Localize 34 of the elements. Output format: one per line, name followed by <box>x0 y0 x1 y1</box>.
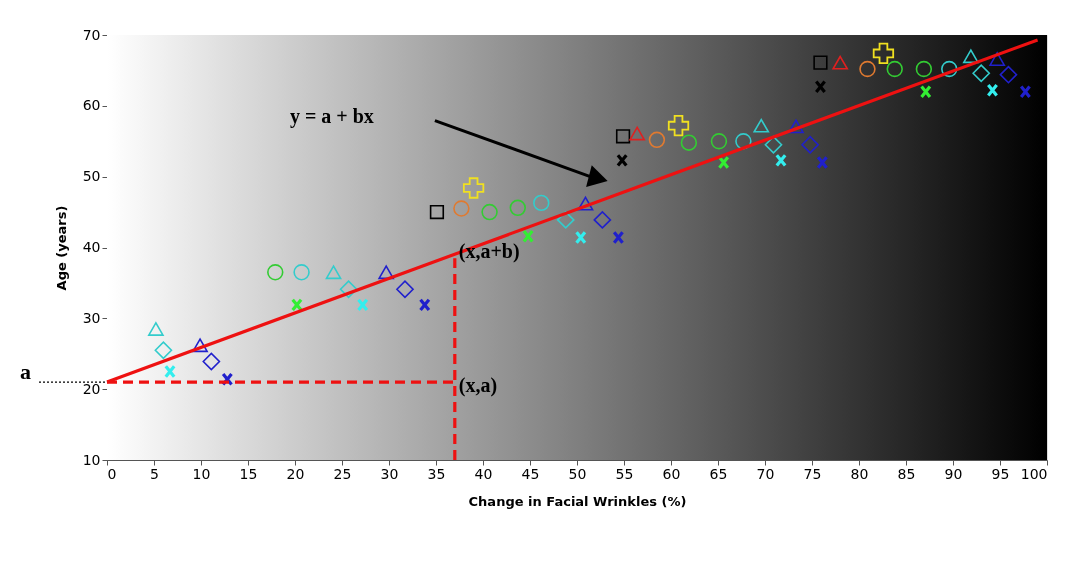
x-tick-label: 75 <box>803 465 822 482</box>
x-tick-label: 55 <box>615 465 634 482</box>
annotation: (x,a) <box>458 374 498 398</box>
y-tick-label: 70 <box>82 26 101 43</box>
x-tick-label: 40 <box>474 465 493 482</box>
x-tick-label: 30 <box>380 465 399 482</box>
x-tick-label: 0 <box>107 465 117 482</box>
annotation: y = a + bx <box>289 104 374 128</box>
x-tick-label: 25 <box>333 465 352 482</box>
y-tick-label: 20 <box>82 380 101 397</box>
y-tick-label: 30 <box>82 309 101 326</box>
x-tick-label: 60 <box>662 465 681 482</box>
x-tick-label: 85 <box>897 465 916 482</box>
x-tick-label: 65 <box>709 465 728 482</box>
x-tick-label: 80 <box>850 465 869 482</box>
x-tick-label: 45 <box>521 465 540 482</box>
annotation: (x,a+b) <box>458 240 520 264</box>
y-axis-title: Age (years) <box>53 205 69 291</box>
x-tick-label: 70 <box>756 465 775 482</box>
x-tick-label: 95 <box>991 465 1010 482</box>
x-tick-label: 50 <box>568 465 587 482</box>
y-tick-label: 60 <box>82 97 101 114</box>
x-tick-label: 10 <box>192 465 211 482</box>
x-tick-label: 35 <box>427 465 446 482</box>
x-tick-label: 100 <box>1020 465 1048 482</box>
x-tick-label: 20 <box>286 465 305 482</box>
x-tick-label: 5 <box>150 465 159 482</box>
y-tick-label: 50 <box>82 168 101 185</box>
x-axis-title: Change in Facial Wrinkles (%) <box>468 493 687 509</box>
x-tick-label: 15 <box>239 465 258 482</box>
y-tick-label: 10 <box>82 451 101 468</box>
x-tick-label: 90 <box>944 465 963 482</box>
text: a <box>20 359 31 385</box>
y-tick-label: 40 <box>82 239 101 255</box>
